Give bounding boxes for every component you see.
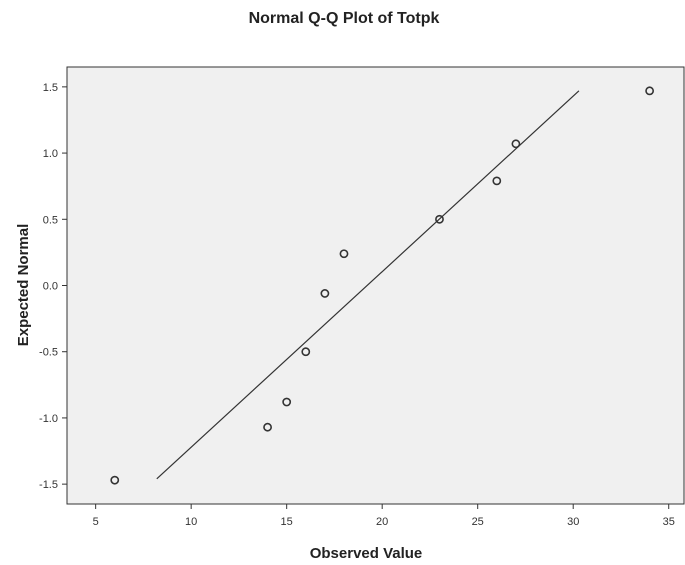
data-point [263,422,272,432]
reference-line [156,90,580,480]
data-points [110,86,655,485]
data-point [435,214,444,224]
data-point [110,475,120,485]
y-axis: -1.5 -1.0 -0.5 0.0 0.5 1.0 1.5 [39,82,67,491]
reference-line-group [156,90,580,480]
x-tick-label: 15 [281,516,293,528]
chart-title: Normal Q-Q Plot of Totpk [249,10,440,27]
y-tick-label: 1.5 [43,82,58,94]
y-tick-label: -0.5 [39,347,58,359]
x-tick-label: 5 [93,516,99,528]
y-tick-label: -1.5 [39,479,58,491]
data-point [339,249,349,259]
x-axis-title: Observed Value [310,545,423,562]
y-tick-label: -1.0 [39,413,58,425]
x-tick-label: 35 [663,516,675,528]
x-tick-label: 30 [567,516,579,528]
data-point [492,176,502,186]
data-point [282,397,292,407]
y-tick-label: 0.5 [43,214,58,226]
x-axis: 5 10 15 20 25 30 35 [93,504,675,528]
x-tick-label: 20 [376,516,388,528]
y-tick-label: 0.0 [43,281,58,293]
plot-area [66,66,685,505]
y-tick-label: 1.0 [43,148,58,160]
data-point [320,289,330,298]
data-point [645,86,655,96]
x-tick-label: 25 [472,516,484,528]
y-axis-title: Expected Normal [15,224,32,347]
data-point [301,347,311,357]
x-tick-label: 10 [185,516,197,528]
data-point [511,139,521,149]
